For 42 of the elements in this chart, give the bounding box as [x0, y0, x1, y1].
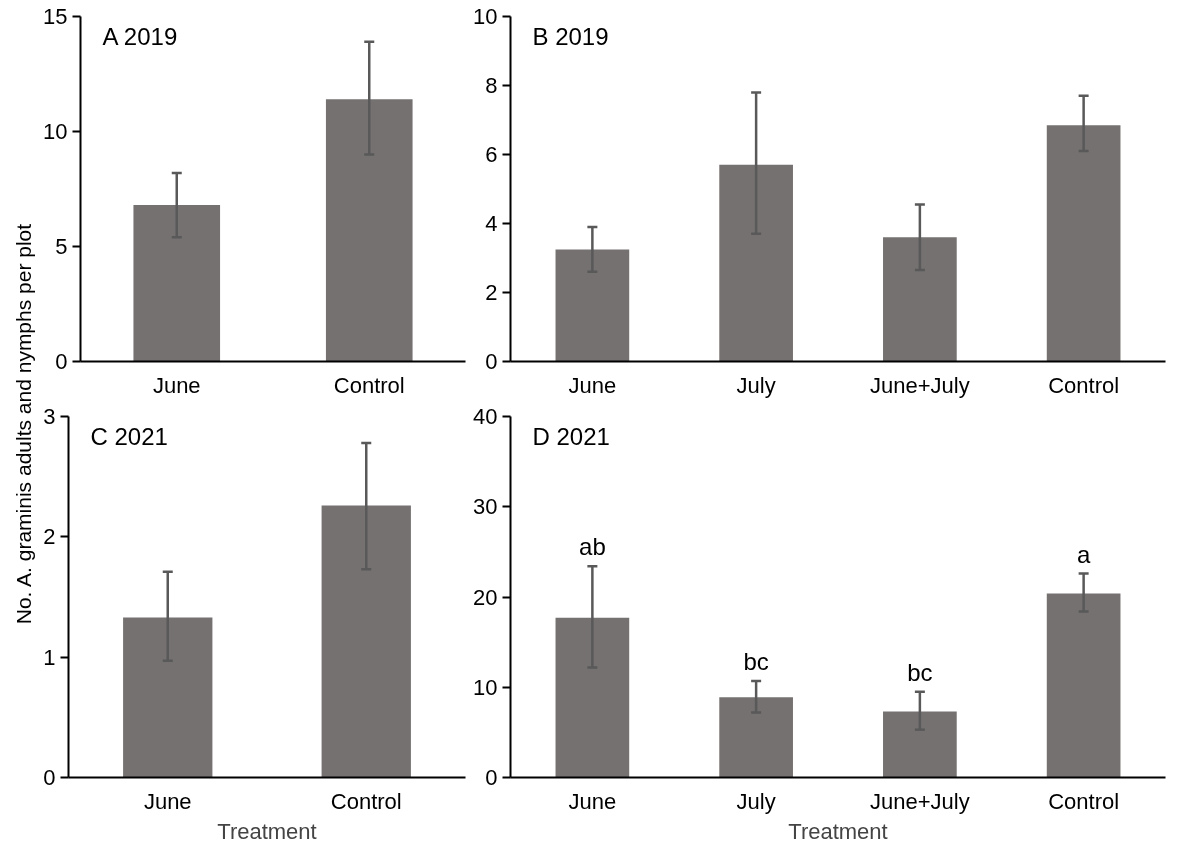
y-tick-label: 30: [473, 494, 498, 520]
y-tick-label: 2: [485, 280, 498, 305]
y-tick-label: 40: [473, 404, 498, 429]
x-tick-label: July: [736, 788, 776, 814]
x-tick-label: Control: [1048, 788, 1120, 814]
annotation: ab: [579, 533, 606, 561]
y-tick-label: 0: [485, 349, 498, 374]
y-tick-label: 10: [473, 4, 498, 29]
y-tick-label: 3: [43, 404, 56, 429]
y-tick-label: 0: [43, 765, 56, 790]
chart-title: C 2021: [90, 422, 168, 450]
y-tick-label: 10: [43, 119, 68, 144]
y-tick-label: 0: [485, 765, 498, 790]
x-tick-label: Control: [333, 372, 405, 398]
x-tick-label: Control: [330, 788, 402, 814]
x-tick-label: June: [143, 788, 192, 814]
chart-title: A 2019: [102, 22, 178, 50]
x-tick-label: June+July: [870, 372, 970, 398]
y-tick-label: 0: [55, 349, 68, 374]
x-tick-label: June+July: [870, 788, 970, 814]
chart-title: B 2019: [532, 22, 609, 50]
x-axis-title: Treatment: [217, 818, 317, 844]
y-tick-label: 10: [473, 674, 498, 700]
y-tick-label: 20: [473, 584, 498, 610]
y-tick-label: 6: [485, 142, 498, 167]
annotation: a: [1076, 540, 1091, 568]
y-tick-label: 8: [485, 73, 498, 98]
annotation: bc: [907, 658, 933, 686]
x-tick-label: June: [568, 372, 617, 398]
y-tick-label: 1: [43, 644, 56, 670]
annotation: bc: [743, 647, 769, 675]
chart-title: D 2021: [532, 422, 610, 450]
x-axis-title: Treatment: [788, 818, 888, 844]
x-tick-label: June: [152, 372, 201, 398]
x-tick-label: June: [568, 788, 617, 814]
y-tick-label: 5: [55, 234, 68, 259]
y-tick-label: 2: [43, 524, 56, 550]
y-tick-label: 15: [43, 4, 68, 29]
x-tick-label: July: [736, 372, 776, 398]
x-tick-label: Control: [1048, 372, 1120, 398]
y-axis-title: No. A. graminis adults and nymphs per plot: [12, 223, 35, 625]
y-tick-label: 4: [485, 211, 498, 236]
